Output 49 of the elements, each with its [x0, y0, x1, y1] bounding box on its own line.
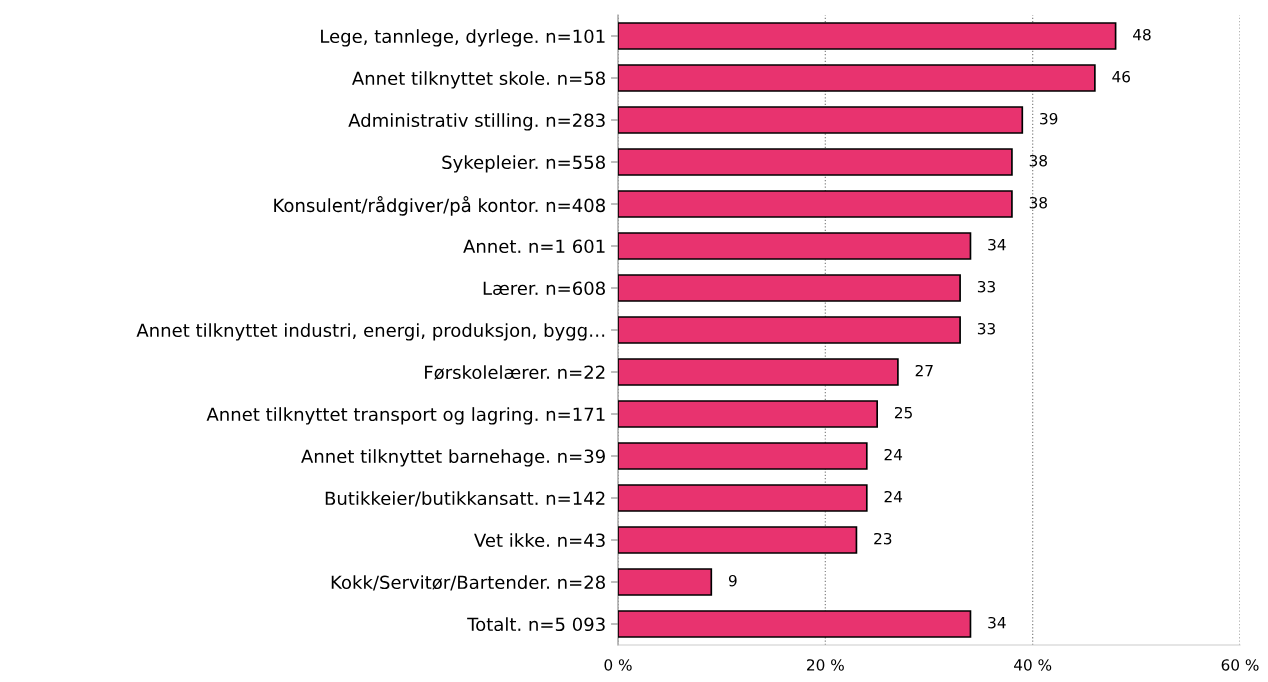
y-tick-label: Lærer. n=608 — [483, 281, 605, 296]
y-tick-label: Lege, tannlege, dyrlege. n=101 — [321, 29, 605, 47]
bar — [618, 148, 1013, 176]
y-tick-label: Konsulent/rådgiver/på kontor. n=408 — [274, 196, 605, 216]
data-label: 39 — [1040, 112, 1058, 125]
data-label: 38 — [1029, 196, 1047, 209]
data-label: 46 — [1112, 70, 1131, 83]
bar — [618, 106, 1024, 134]
y-tick-label: Sykepleier. n=558 — [442, 155, 605, 173]
data-label: 34 — [988, 238, 1006, 251]
y-tick-label: Annet tilknyttet barnehage. n=39 — [301, 449, 605, 467]
y-tick-label: Kokk/Servitør/Bartender. n=28 — [331, 575, 605, 591]
data-label: 34 — [988, 616, 1006, 629]
data-label: 9 — [728, 574, 737, 587]
bar — [618, 568, 713, 596]
y-tick-label: Vet ikke. n=43 — [474, 533, 605, 548]
data-label: 38 — [1029, 154, 1047, 167]
y-tick-label: Totalt. n=5 093 — [467, 617, 605, 632]
bar — [618, 274, 961, 302]
bar — [618, 526, 858, 554]
y-tick-label: Annet. n=1 601 — [463, 239, 605, 254]
data-label: 33 — [977, 322, 995, 335]
data-label: 48 — [1133, 28, 1151, 41]
bar — [618, 190, 1013, 218]
data-label: 27 — [915, 364, 933, 377]
data-label: 24 — [884, 490, 903, 503]
y-tick-label: Annet tilknyttet transport og lagring. n=171 — [206, 407, 605, 425]
y-tick-label: Annet tilknyttet industri, energi, produksjon, bygg… — [136, 323, 605, 341]
bar — [618, 316, 961, 344]
bar — [618, 442, 868, 470]
data-label: 24 — [884, 448, 903, 461]
bar — [618, 232, 972, 260]
data-label: 33 — [977, 280, 995, 293]
y-tick-label: Butikkeier/butikkansatt. n=142 — [325, 491, 605, 507]
x-tick-label: 0 % — [604, 659, 632, 671]
y-tick-label: Førskolelærer. n=22 — [425, 365, 605, 380]
bar — [618, 358, 899, 386]
x-tick-label: 40 % — [1014, 659, 1052, 671]
bar — [618, 484, 868, 512]
bar — [618, 22, 1117, 50]
bar — [618, 64, 1096, 92]
x-tick-label: 20 % — [807, 659, 844, 671]
bar — [618, 610, 972, 638]
y-tick-label: Administrativ stilling. n=283 — [348, 113, 605, 131]
data-label: 23 — [874, 532, 892, 545]
x-tick-label: 60 % — [1221, 659, 1259, 671]
bar — [618, 400, 879, 428]
y-tick-label: Annet tilknyttet skole. n=58 — [351, 71, 605, 89]
data-label: 25 — [894, 406, 912, 419]
